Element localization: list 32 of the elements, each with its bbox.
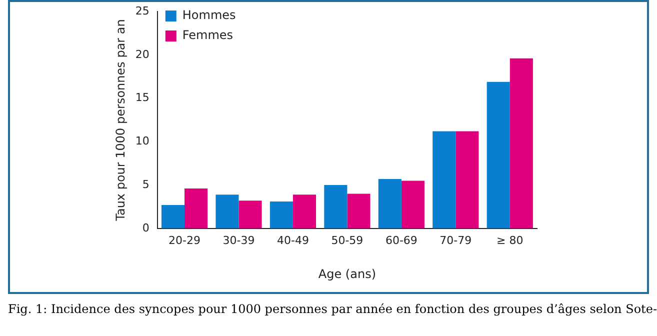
y-tick-label: 25 (135, 4, 150, 18)
legend-label: Hommes (182, 8, 236, 22)
bar (292, 194, 316, 228)
x-tick-label: 40-49 (276, 234, 309, 247)
y-tick-label: 5 (142, 178, 150, 191)
bar (378, 178, 402, 228)
bar (161, 204, 185, 228)
bar (270, 202, 293, 228)
bar (456, 131, 479, 228)
y-tick-label: 20 (135, 48, 150, 61)
x-tick-label: 60-69 (385, 234, 418, 247)
x-axis-title: Age (ans) (318, 266, 376, 281)
bar (486, 82, 510, 228)
x-tick-label: 50-59 (331, 234, 364, 247)
y-tick-label: 0 (142, 221, 150, 234)
bar (401, 180, 424, 228)
x-tick-label: ≥ 80 (496, 234, 524, 247)
bar (432, 131, 456, 228)
y-tick-label: 15 (135, 91, 150, 104)
y-axis-title: Taux pour 1000 personnes par an (113, 19, 128, 222)
x-tick-label: 20-29 (168, 234, 200, 247)
bar (184, 188, 208, 228)
bar (216, 194, 239, 228)
bar (238, 200, 262, 228)
y-tick-label: 10 (135, 134, 150, 148)
caption: Fig. 1: Incidence des syncopes pour 1000 personnes par année en fonction des groupes d’âges selon Sote- (8, 302, 657, 316)
x-tick-label: 30-39 (222, 234, 255, 247)
bar (510, 58, 533, 228)
legend-label: Femmes (182, 28, 234, 42)
bar (324, 185, 348, 228)
x-tick-label: 70-79 (440, 234, 472, 247)
bar (347, 194, 370, 228)
